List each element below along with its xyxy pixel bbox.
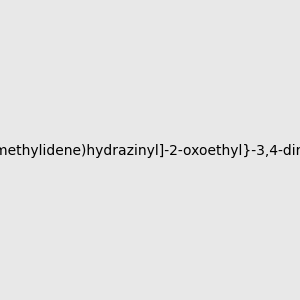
- Text: N-{2-[2-(diphenylmethylidene)hydrazinyl]-2-oxoethyl}-3,4-dimethoxybenzamide: N-{2-[2-(diphenylmethylidene)hydrazinyl]…: [0, 145, 300, 158]
